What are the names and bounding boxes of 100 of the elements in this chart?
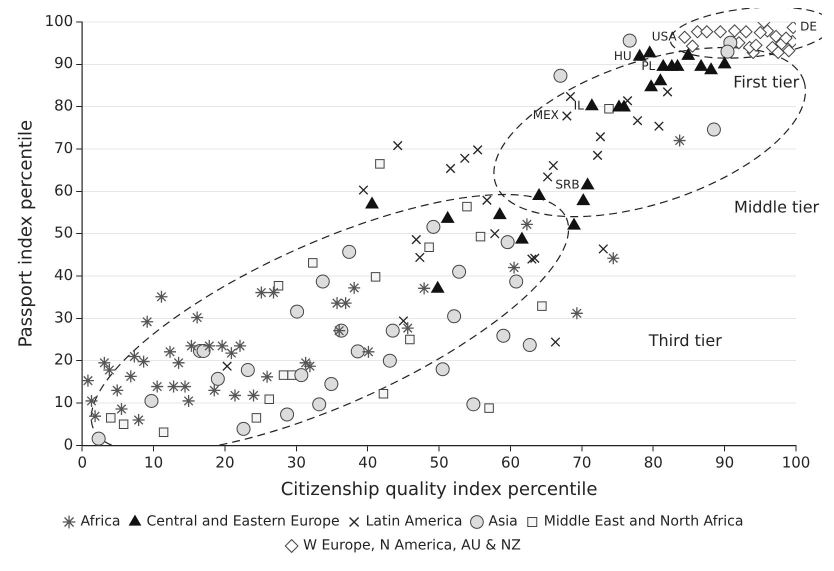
legend-label: Middle East and North Africa <box>544 514 744 530</box>
point <box>673 134 686 148</box>
point <box>215 339 229 353</box>
point <box>260 370 274 384</box>
point <box>401 321 414 335</box>
point <box>424 242 434 252</box>
x-tick-label: 20 <box>215 453 235 472</box>
point <box>405 334 415 344</box>
point <box>172 356 186 370</box>
point <box>606 252 620 265</box>
point <box>750 38 763 52</box>
annotation: IL <box>574 98 584 112</box>
point <box>714 25 727 38</box>
point <box>128 350 141 364</box>
point <box>632 116 642 126</box>
annotation: HU <box>614 48 632 63</box>
y-tick-label: 10 <box>54 392 74 411</box>
point <box>190 310 204 324</box>
point <box>604 104 614 114</box>
point <box>163 345 177 358</box>
point <box>102 363 116 377</box>
point <box>254 286 268 300</box>
point <box>202 339 216 353</box>
point <box>553 68 568 83</box>
point <box>178 380 192 394</box>
point <box>348 281 361 295</box>
point <box>182 394 196 408</box>
point <box>144 394 158 408</box>
point <box>114 402 128 416</box>
point <box>509 274 524 289</box>
point <box>240 363 255 378</box>
point <box>462 202 472 212</box>
point <box>570 306 584 320</box>
point <box>598 244 608 254</box>
point <box>662 86 672 97</box>
point <box>106 413 116 423</box>
point <box>548 160 558 170</box>
annotation: MEX <box>532 108 559 122</box>
x-tick-label: 70 <box>572 453 592 472</box>
y-axis-title: Passport index percentile <box>15 120 36 348</box>
point <box>92 432 106 446</box>
annotation: Middle tier <box>734 198 820 217</box>
point <box>386 324 400 338</box>
point <box>208 384 221 398</box>
point <box>350 344 365 358</box>
legend-label: W Europe, N America, AU & NZ <box>303 538 521 554</box>
point <box>136 354 150 368</box>
point <box>720 44 734 59</box>
point <box>274 281 284 291</box>
annotation: SRB <box>555 178 580 192</box>
point <box>236 422 251 436</box>
y-tick-label: 100 <box>44 12 74 30</box>
x-axis-title: Citizenship quality index percentile <box>280 478 598 500</box>
point <box>392 140 403 151</box>
point <box>530 253 540 264</box>
point <box>290 304 304 319</box>
point <box>330 296 344 310</box>
point <box>222 361 232 372</box>
point <box>303 360 317 373</box>
annotation: USA <box>652 29 678 44</box>
point <box>700 25 714 38</box>
point <box>264 394 274 404</box>
x-tick-label: 30 <box>286 453 306 472</box>
point <box>566 92 576 102</box>
x-tick-label: 60 <box>500 453 520 472</box>
point <box>706 122 721 137</box>
x-tick-label: 10 <box>144 453 164 472</box>
point <box>184 339 198 353</box>
point <box>82 374 95 388</box>
legend-label: Asia <box>488 514 518 530</box>
point <box>678 30 692 44</box>
point <box>294 368 308 382</box>
point <box>490 228 500 239</box>
x-tick-label: 0 <box>77 453 88 472</box>
point <box>496 328 510 343</box>
point <box>233 339 247 353</box>
point <box>166 380 180 394</box>
point <box>484 403 494 413</box>
point <box>278 370 288 380</box>
point <box>596 132 606 142</box>
point <box>754 26 767 40</box>
point <box>527 254 537 264</box>
point <box>84 394 98 408</box>
point <box>154 290 168 304</box>
point <box>740 25 753 38</box>
point <box>476 232 486 242</box>
y-tick-label: 20 <box>54 350 74 369</box>
annotation: DE <box>800 20 817 34</box>
point <box>124 370 138 384</box>
y-tick-label: 50 <box>54 224 74 242</box>
y-tick-label: 80 <box>54 96 74 115</box>
point <box>436 362 450 376</box>
point <box>782 44 796 58</box>
point <box>507 260 521 274</box>
point <box>686 40 700 53</box>
annotation: Third tier <box>648 330 722 350</box>
point <box>88 410 102 423</box>
point <box>446 164 456 174</box>
point <box>210 372 225 386</box>
point <box>132 413 146 427</box>
